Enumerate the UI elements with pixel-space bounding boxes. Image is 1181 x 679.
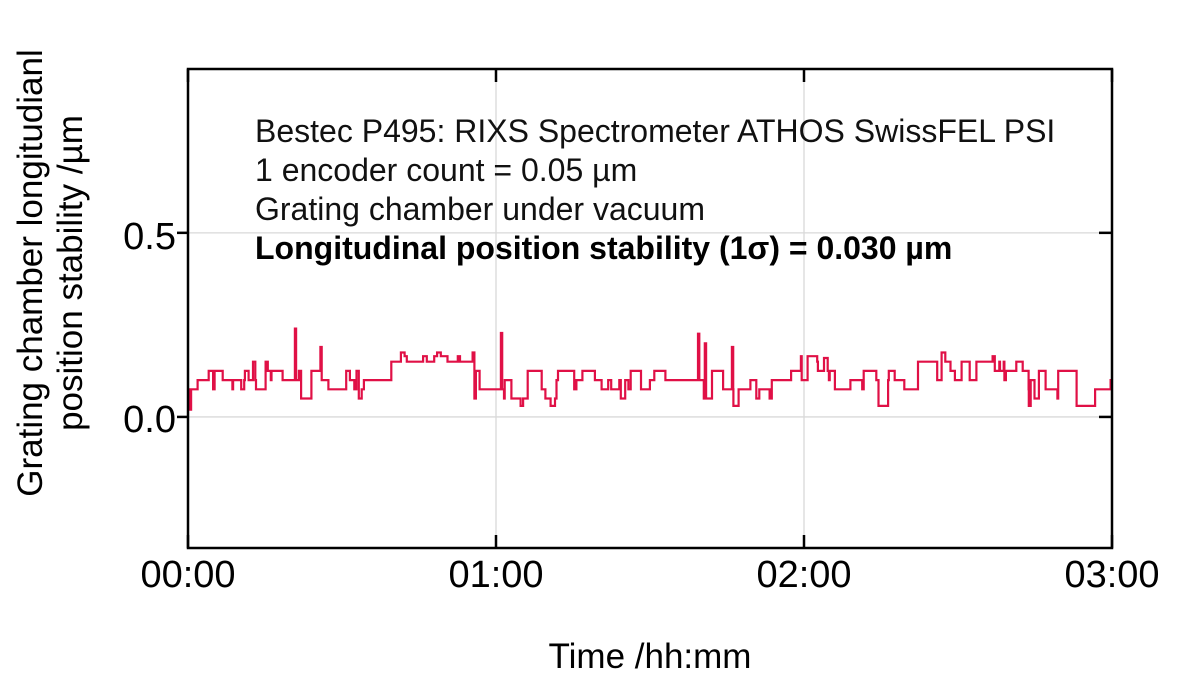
annotation-vacuum: Grating chamber under vacuum (255, 191, 705, 227)
y-axis-title-line1: Grating chamber longitudianl (11, 49, 50, 497)
annotation-block: Bestec P495: RIXS Spectrometer ATHOS Swi… (255, 112, 1055, 268)
y-tick-label-0p0: 0.0 (123, 399, 176, 441)
x-axis-title: Time /hh:mm (548, 637, 752, 676)
x-tick-label-0100: 01:00 (448, 554, 544, 596)
x-tick-label-0000: 00:00 (140, 554, 236, 596)
x-tick-label-0300: 03:00 (1064, 554, 1160, 596)
y-axis-title: Grating chamber longitudianl position st… (11, 0, 91, 553)
x-tick-label-0200: 02:00 (756, 554, 852, 596)
gridlines (188, 69, 1112, 548)
annotation-encoder: 1 encoder count = 0.05 µm (255, 152, 638, 188)
stability-trace (188, 327, 1112, 411)
y-tick-label-0p5: 0.5 (123, 216, 176, 258)
tick-marks (177, 69, 1114, 548)
y-axis-title-line2: position stability /µm (51, 115, 90, 431)
plot-frame (186, 67, 1114, 550)
annotation-instrument: Bestec P495: RIXS Spectrometer ATHOS Swi… (255, 113, 1056, 149)
annotation-stability: Longitudinal position stability (1σ) = 0… (255, 230, 953, 266)
